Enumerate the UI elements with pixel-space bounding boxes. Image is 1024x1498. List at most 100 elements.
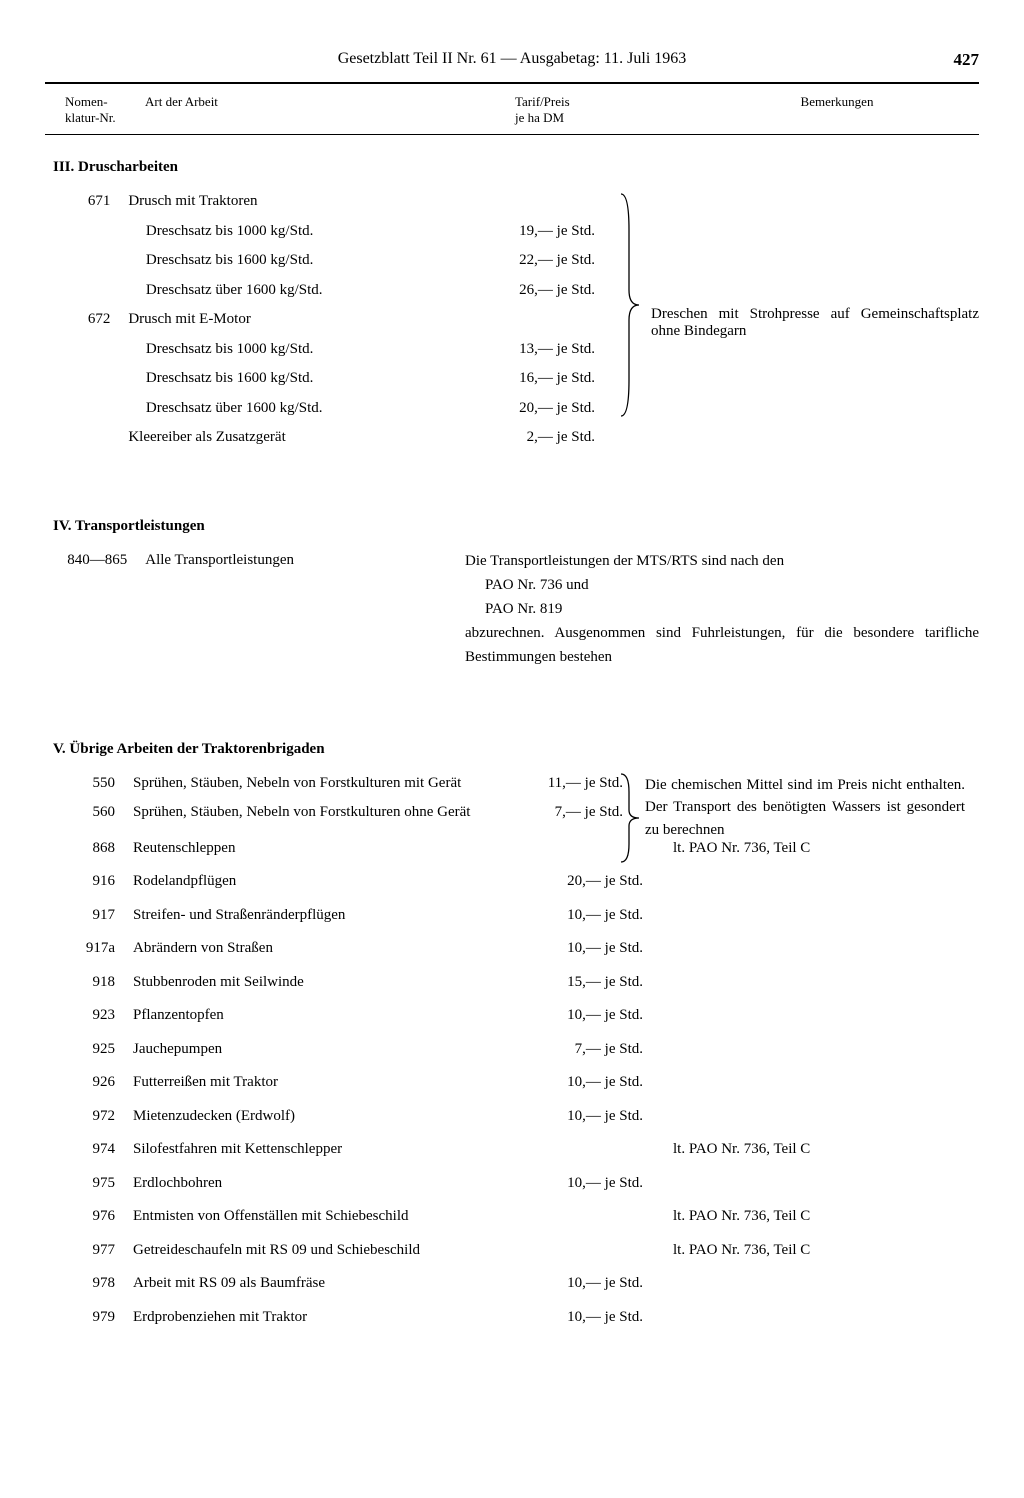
col-nr-line2: klatur-Nr. [65,110,116,125]
cell-art: Mietenzudecken (Erdwolf) [133,1105,493,1128]
cell-art: Pflanzentopfen [133,1004,493,1027]
section4-title: IV. Transportleistungen [53,518,979,535]
cell-nr: 926 [45,1071,133,1094]
cell-bem: lt. PAO Nr. 736, Teil C [663,1239,979,1262]
cell-tarif: 2,— je Std. [455,426,615,449]
remark-line4: abzurechnen. Ausgenommen sind Fuhrleistu… [465,625,979,665]
cell-bem [663,1172,979,1195]
remark-line1: Die Transportleistungen der MTS/RTS sind… [465,553,784,569]
row-671: 671 Drusch mit Traktoren [45,190,615,213]
table-row: Dreschsatz über 1600 kg/Std. 26,— je Std… [45,279,615,302]
cell-art: Drusch mit E-Motor [128,308,455,331]
curly-bracket-icon [615,190,643,420]
cell-tarif: 20,— je Std. [460,397,615,420]
col-tarif-line1: Tarif/Preis [515,94,570,109]
cell-art: Dreschsatz bis 1600 kg/Std. [126,367,460,390]
col-header-tarif: Tarif/Preis je ha DM [485,94,695,126]
section4-left: 840—865 Alle Transportleistungen [45,549,465,669]
cell-tarif: 10,— je Std. [493,1306,663,1329]
col-header-bem: Bemerkungen [695,94,979,126]
cell-tarif: 22,— je Std. [460,249,615,272]
cell-tarif: 15,— je Std. [493,971,663,994]
cell-art: Kleereiber als Zusatzgerät [128,426,455,449]
cell-nr: 925 [45,1038,133,1061]
row-672: 672 Drusch mit E-Motor [45,308,615,331]
table-row: Dreschsatz bis 1600 kg/Std. 22,— je Std. [45,249,615,272]
cell-art: Getreideschaufeln mit RS 09 und Schiebes… [133,1239,493,1262]
cell-art: Dreschsatz über 1600 kg/Std. [126,397,460,420]
section5-bracket-remark: Die chemischen Mittel sind im Preis nich… [645,774,965,842]
cell-tarif [493,1138,663,1161]
table-row: 974 Silofestfahren mit Kettenschlepper l… [45,1138,979,1161]
cell-art: Erdlochbohren [133,1172,493,1195]
remark-line2: PAO Nr. 736 und [465,573,979,597]
cell-nr: 978 [45,1272,133,1295]
cell-nr [45,397,126,420]
cell-tarif: 10,— je Std. [493,937,663,960]
header-title-right: Ausgabetag: 11. Juli 1963 [520,50,687,67]
cell-art: Rodelandpflügen [133,870,493,893]
cell-nr: 977 [45,1239,133,1262]
section3-left: 671 Drusch mit Traktoren Dreschsatz bis … [45,190,615,456]
cell-nr: 979 [45,1306,133,1329]
cell-nr [45,249,126,272]
cell-art: Abrändern von Straßen [133,937,493,960]
cell-art: Dreschsatz bis 1000 kg/Std. [126,338,460,361]
cell-bem [663,937,979,960]
cell-nr: 917 [45,904,133,927]
cell-tarif: 16,— je Std. [460,367,615,390]
table-row: 926 Futterreißen mit Traktor 10,— je Std… [45,1071,979,1094]
section4-remark: Die Transportleistungen der MTS/RTS sind… [465,549,979,669]
cell-art: Dreschsatz bis 1000 kg/Std. [126,220,460,243]
table-row: 918 Stubbenroden mit Seilwinde 15,— je S… [45,971,979,994]
cell-nr [45,426,128,449]
cell-nr: 672 [45,308,128,331]
table-row: Dreschsatz über 1600 kg/Std. 20,— je Std… [45,397,615,420]
header-sep: — [501,50,517,67]
section5-title: V. Übrige Arbeiten der Traktorenbrigaden [53,741,979,758]
header-title-left: Gesetzblatt Teil II Nr. 61 [338,50,497,67]
cell-art: Entmisten von Offenställen mit Schiebesc… [133,1205,493,1228]
cell-tarif: 10,— je Std. [493,904,663,927]
cell-art: Silofestfahren mit Kettenschlepper [133,1138,493,1161]
col-header-art: Art der Arbeit [145,94,485,126]
cell-tarif [455,308,615,331]
cell-bem: lt. PAO Nr. 736, Teil C [663,1205,979,1228]
cell-tarif [493,1239,663,1262]
table-row: 979 Erdprobenziehen mit Traktor 10,— je … [45,1306,979,1329]
table-row: Kleereiber als Zusatzgerät 2,— je Std. [45,426,615,449]
cell-tarif: 10,— je Std. [493,1071,663,1094]
cell-bem [663,1306,979,1329]
table-row: 972 Mietenzudecken (Erdwolf) 10,— je Std… [45,1105,979,1128]
cell-art: Drusch mit Traktoren [128,190,455,213]
cell-tarif: 19,— je Std. [460,220,615,243]
table-row: 977 Getreideschaufeln mit RS 09 und Schi… [45,1239,979,1262]
cell-bem [663,1004,979,1027]
cell-art: Arbeit mit RS 09 als Baumfräse [133,1272,493,1295]
table-row: 917a Abrändern von Straßen 10,— je Std. [45,937,979,960]
cell-tarif: 10,— je Std. [493,1272,663,1295]
table-row: 978 Arbeit mit RS 09 als Baumfräse 10,— … [45,1272,979,1295]
table-row: Dreschsatz bis 1000 kg/Std. 19,— je Std. [45,220,615,243]
rule-headers [45,134,979,135]
cell-art: Alle Transportleistungen [145,549,465,572]
cell-nr: 550 [45,772,133,795]
cell-nr: 923 [45,1004,133,1027]
column-headers: Nomen- klatur-Nr. Art der Arbeit Tarif/P… [45,84,979,134]
cell-bem: lt. PAO Nr. 736, Teil C [663,1138,979,1161]
cell-nr [45,367,126,390]
col-header-nr: Nomen- klatur-Nr. [45,94,145,126]
table-row: 975 Erdlochbohren 10,— je Std. [45,1172,979,1195]
cell-art: Futterreißen mit Traktor [133,1071,493,1094]
table-row: 925 Jauchepumpen 7,— je Std. [45,1038,979,1061]
table-row: 976 Entmisten von Offenställen mit Schie… [45,1205,979,1228]
cell-tarif: 13,— je Std. [460,338,615,361]
cell-nr: 918 [45,971,133,994]
section3-title: III. Druscharbeiten [53,159,979,176]
table-row: 917 Streifen- und Straßenränderpflügen 1… [45,904,979,927]
cell-nr: 976 [45,1205,133,1228]
cell-bem [663,1038,979,1061]
cell-nr: 671 [45,190,128,213]
cell-nr: 868 [45,837,133,860]
remark-line3: PAO Nr. 819 [465,597,979,621]
